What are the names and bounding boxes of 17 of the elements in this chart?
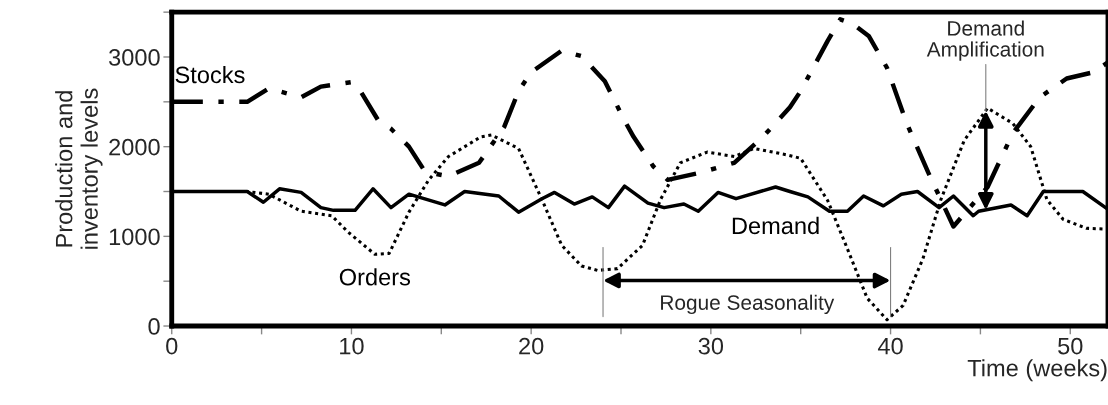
series-label: Orders [339,268,411,286]
y-tick-label: 3000 [109,49,160,66]
y-axis-title: Production and inventory levels [55,88,103,249]
y-tick-label: 2000 [109,138,160,156]
x-axis-title: Time (weeks) [967,359,1107,382]
y-tick-label: 1000 [109,228,160,246]
x-tick-label: 30 [698,337,724,355]
series-label: Demand [732,216,819,235]
annotation: Demand Amplification [926,20,1044,61]
series-label: Stocks [175,65,245,84]
x-tick-label: 10 [340,337,364,355]
x-tick-label: 0 [166,337,178,355]
x-tick-label: 20 [519,337,544,355]
y-tick-label: 0 [148,318,160,335]
x-tick-label: 40 [877,337,903,355]
x-tick-label: 50 [1058,337,1083,355]
annotation: Rogue Seasonality [661,294,835,315]
